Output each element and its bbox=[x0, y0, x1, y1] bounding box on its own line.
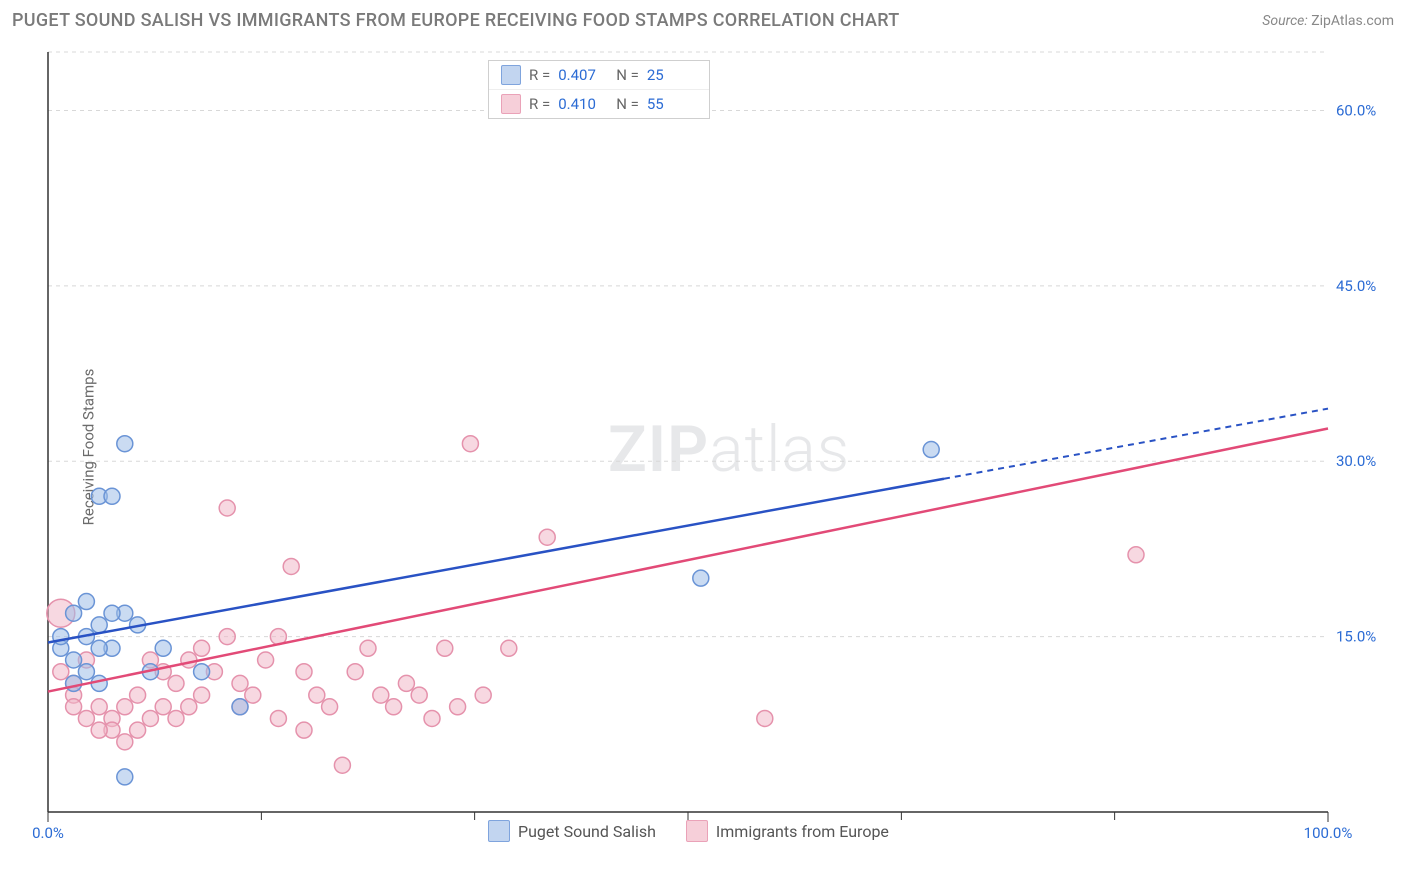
legend-item-blue: Puget Sound Salish bbox=[488, 820, 656, 842]
title-row: PUGET SOUND SALISH VS IMMIGRANTS FROM EU… bbox=[12, 10, 1394, 31]
source-name: ZipAtlas.com bbox=[1311, 13, 1394, 29]
svg-text:15.0%: 15.0% bbox=[1336, 628, 1376, 646]
n-label: N = bbox=[616, 95, 639, 113]
r-value: 0.410 bbox=[558, 95, 608, 113]
stats-legend: R = 0.407 N = 25 R = 0.410 N = 55 bbox=[488, 60, 710, 119]
r-label: R = bbox=[529, 95, 550, 113]
swatch-blue bbox=[501, 65, 521, 85]
legend-label-blue: Puget Sound Salish bbox=[518, 822, 656, 841]
svg-text:30.0%: 30.0% bbox=[1336, 452, 1376, 470]
legend-swatch-pink bbox=[686, 820, 708, 842]
plot-area: Receiving Food Stamps ZIPatlas 15.0%30.0… bbox=[48, 52, 1368, 842]
legend-swatch-blue bbox=[488, 820, 510, 842]
chart-container: PUGET SOUND SALISH VS IMMIGRANTS FROM EU… bbox=[0, 0, 1406, 892]
scatter-blue bbox=[53, 436, 939, 785]
r-value: 0.407 bbox=[558, 66, 608, 84]
svg-text:0.0%: 0.0% bbox=[32, 824, 64, 842]
svg-text:60.0%: 60.0% bbox=[1336, 101, 1376, 119]
n-label: N = bbox=[616, 66, 639, 84]
legend-item-pink: Immigrants from Europe bbox=[686, 820, 889, 842]
n-value: 55 bbox=[647, 95, 697, 113]
swatch-pink bbox=[501, 94, 521, 114]
svg-text:100.0%: 100.0% bbox=[1304, 824, 1353, 842]
scatter-pink bbox=[47, 436, 1144, 774]
r-label: R = bbox=[529, 66, 550, 84]
svg-text:45.0%: 45.0% bbox=[1336, 277, 1376, 295]
source-attribution: Source: ZipAtlas.com bbox=[1262, 13, 1394, 29]
plot-svg: 15.0%30.0%45.0%60.0% 0.0%100.0% bbox=[48, 52, 1368, 842]
stats-row-blue: R = 0.407 N = 25 bbox=[489, 61, 709, 89]
y-tick-labels: 15.0% 30.0% 45.0% 60.0% bbox=[1336, 101, 1376, 645]
legend-label-pink: Immigrants from Europe bbox=[716, 822, 889, 841]
source-label: Source: bbox=[1262, 13, 1307, 29]
stats-row-pink: R = 0.410 N = 55 bbox=[489, 89, 709, 118]
series-legend: Puget Sound Salish Immigrants from Europ… bbox=[488, 820, 889, 842]
chart-title: PUGET SOUND SALISH VS IMMIGRANTS FROM EU… bbox=[12, 10, 900, 31]
n-value: 25 bbox=[647, 66, 697, 84]
